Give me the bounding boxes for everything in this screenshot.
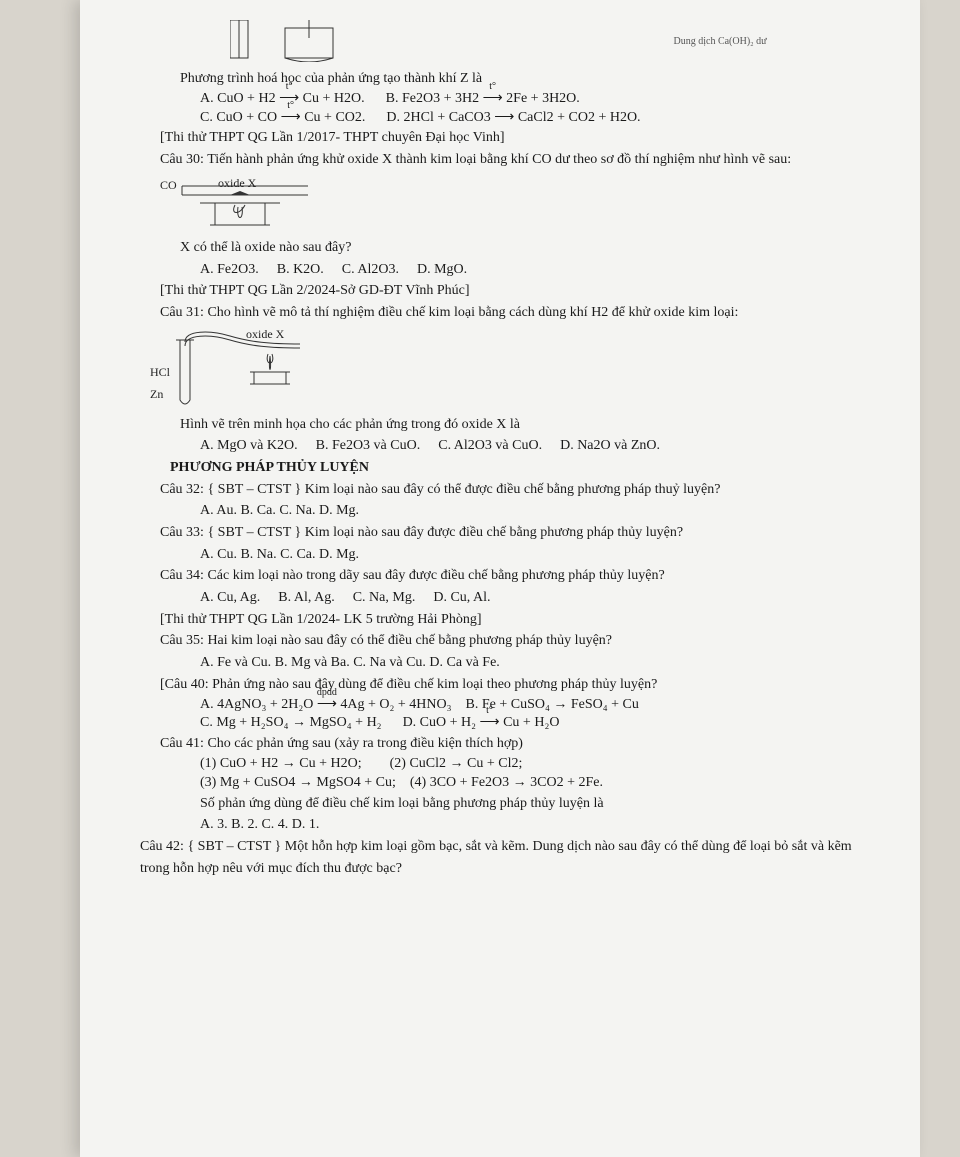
q30-A: A. Fe2O3. [200, 259, 259, 281]
q40-A-post: 4Ag + O₂ + 4HNO₃ [340, 697, 451, 712]
svg-text:Zn: Zn [150, 387, 163, 401]
q30-diagram: CO oxide X [160, 175, 880, 235]
q41-r12: (1) CuO + H2 → Cu + H2O; (2) CuCl2 → Cu … [200, 755, 880, 774]
q30-D: D. MgO. [417, 259, 467, 281]
q41-opts: A. 3. B. 2. C. 4. D. 1. [200, 814, 880, 836]
q0-A: A. CuO + H2 t°⟶ Cu + H2O. [200, 91, 368, 106]
q34-D: D. Cu, Al. [433, 587, 490, 609]
q41-r34: (3) Mg + CuSO4 → MgSO4 + Cu; (4) 3CO + F… [200, 774, 880, 793]
q0-A-pre: A. CuO + H2 [200, 91, 276, 106]
q35-stem: Câu 35: Hai kim loại nào sau đây có thể … [160, 630, 880, 652]
q31-stem: Câu 31: Cho hình vẽ mô tả thí nghiệm điề… [160, 302, 880, 324]
q30-opts: A. Fe2O3. B. K2O. C. Al2O3. D. MgO. [200, 259, 880, 281]
q40-row2: C. Mg + H₂SO₄ → MgSO₄ + H₂ D. CuO + H₂ t… [200, 714, 880, 733]
q31-diagram: oxide X HCl Zn [150, 326, 880, 412]
q31-B: B. Fe2O3 và CuO. [316, 435, 421, 457]
q34-C: C. Na, Mg. [353, 587, 416, 609]
q0-src: [Thi thử THPT QG Lần 1/2017- THPT chuyên… [160, 127, 880, 149]
q0-C-post: Cu + CO2. [304, 110, 365, 125]
q30-C: C. Al2O3. [342, 259, 399, 281]
q34-B: B. Al, Ag. [278, 587, 334, 609]
label-co: CO [160, 178, 177, 192]
caption-top: Dung dịch Ca(OH)₂ dư [674, 36, 767, 47]
q30-ask: X có thể là oxide nào sau đây? [180, 237, 880, 259]
q31-ask: Hình vẽ trên minh họa cho các phản ứng t… [180, 414, 880, 436]
q41-stem: Câu 41: Cho các phản ứng sau (xảy ra tro… [160, 733, 880, 755]
q31-D: D. Na2O và ZnO. [560, 435, 660, 457]
q34-stem: Câu 34: Các kim loại nào trong dãy sau đ… [160, 565, 880, 587]
q34-A: A. Cu, Ag. [200, 587, 260, 609]
arrow-t-icon: t°⟶ [480, 714, 500, 733]
apparatus-icon [230, 20, 430, 62]
h2-reduction-apparatus-icon: oxide X HCl Zn [150, 326, 350, 412]
q41-r3: (3) Mg + CuSO4 → MgSO4 + Cu; [200, 775, 396, 790]
svg-text:oxide X: oxide X [246, 327, 285, 341]
q40-A: A. 4AgNO₃ + 2H₂O đpdd⟶ 4Ag + O₂ + 4HNO₃ [200, 697, 455, 712]
q0-row1: A. CuO + H2 t°⟶ Cu + H2O. B. Fe2O3 + 3H2… [200, 90, 880, 109]
q0-D: D. 2HCl + CaCO3 ⟶ CaCl2 + CO2 + H2O. [386, 110, 640, 125]
q41-r2: (2) CuCl2 → Cu + Cl2; [390, 756, 523, 771]
q30-B: B. K2O. [277, 259, 324, 281]
q40-row1: A. 4AgNO₃ + 2H₂O đpdd⟶ 4Ag + O₂ + 4HNO₃ … [200, 696, 880, 715]
q32-opts: A. Au. B. Ca. C. Na. D. Mg. [200, 500, 880, 522]
q40-D-pre: D. CuO + H₂ [403, 715, 476, 730]
q31-C: C. Al2O3 và CuO. [438, 435, 542, 457]
q31-A: A. MgO và K2O. [200, 435, 298, 457]
q0-C-pre: C. CuO + CO [200, 110, 277, 125]
q30-stem: Câu 30: Tiến hành phản ứng khử oxide X t… [160, 149, 880, 171]
q33-stem: Câu 33: { SBT – CTST } Kim loại nào sau … [160, 522, 880, 544]
q42-stem: Câu 42: { SBT – CTST } Một hỗn hợp kim l… [140, 836, 880, 879]
q40-A-pre: A. 4AgNO₃ + 2H₂O [200, 697, 313, 712]
q41-r4: (4) 3CO + Fe2O3 → 3CO2 + 2Fe. [410, 775, 603, 790]
q0-A-post: Cu + H2O. [303, 91, 365, 106]
q35-opts: A. Fe và Cu. B. Mg và Ba. C. Na và Cu. D… [200, 652, 880, 674]
q0-B-post: 2Fe + 3H2O. [506, 91, 580, 106]
q34-src: [Thi thử THPT QG Lần 1/2024- LK 5 trường… [160, 609, 880, 631]
arrow-t-icon: t°⟶ [281, 109, 301, 128]
arrow-dpdd-icon: đpdd⟶ [317, 696, 337, 715]
svg-text:HCl: HCl [150, 365, 171, 379]
q34-opts: A. Cu, Ag. B. Al, Ag. C. Na, Mg. D. Cu, … [200, 587, 880, 609]
q0-C: C. CuO + CO t°⟶ Cu + CO2. [200, 110, 369, 125]
q40-stem: [Câu 40: Phản ứng nào sau đây dùng để đi… [160, 674, 880, 696]
q41-r1: (1) CuO + H2 → Cu + H2O; [200, 756, 362, 771]
q40-D: D. CuO + H₂ t°⟶ Cu + H₂O [403, 715, 560, 730]
q32-stem: Câu 32: { SBT – CTST } Kim loại nào sau … [160, 479, 880, 501]
q40-C: C. Mg + H₂SO₄ → MgSO₄ + H₂ [200, 715, 382, 730]
section-title: PHƯƠNG PHÁP THỦY LUYỆN [170, 457, 880, 479]
q40-D-post: Cu + H₂O [503, 715, 559, 730]
q0-B-pre: B. Fe2O3 + 3H2 [386, 91, 479, 106]
q0-row2: C. CuO + CO t°⟶ Cu + CO2. D. 2HCl + CaCO… [200, 109, 880, 128]
exam-page: Dung dịch Ca(OH)₂ dư Phương trình hoá họ… [80, 0, 920, 1157]
q30-src: [Thi thử THPT QG Lần 2/2024-Sở GD-ĐT Vĩn… [160, 280, 880, 302]
q31-opts: A. MgO và K2O. B. Fe2O3 và CuO. C. Al2O3… [200, 435, 880, 457]
q41-ask: Số phản ứng dùng để điều chế kim loại bằ… [200, 793, 880, 815]
q0-B: B. Fe2O3 + 3H2 t°⟶ 2Fe + 3H2O. [386, 91, 580, 106]
apparatus-top: Dung dịch Ca(OH)₂ dư [230, 20, 880, 62]
reduction-apparatus-icon: CO oxide X [160, 175, 330, 235]
label-oxide: oxide X [218, 176, 257, 190]
arrow-t-icon: t°⟶ [483, 90, 503, 109]
q33-opts: A. Cu. B. Na. C. Ca. D. Mg. [200, 544, 880, 566]
